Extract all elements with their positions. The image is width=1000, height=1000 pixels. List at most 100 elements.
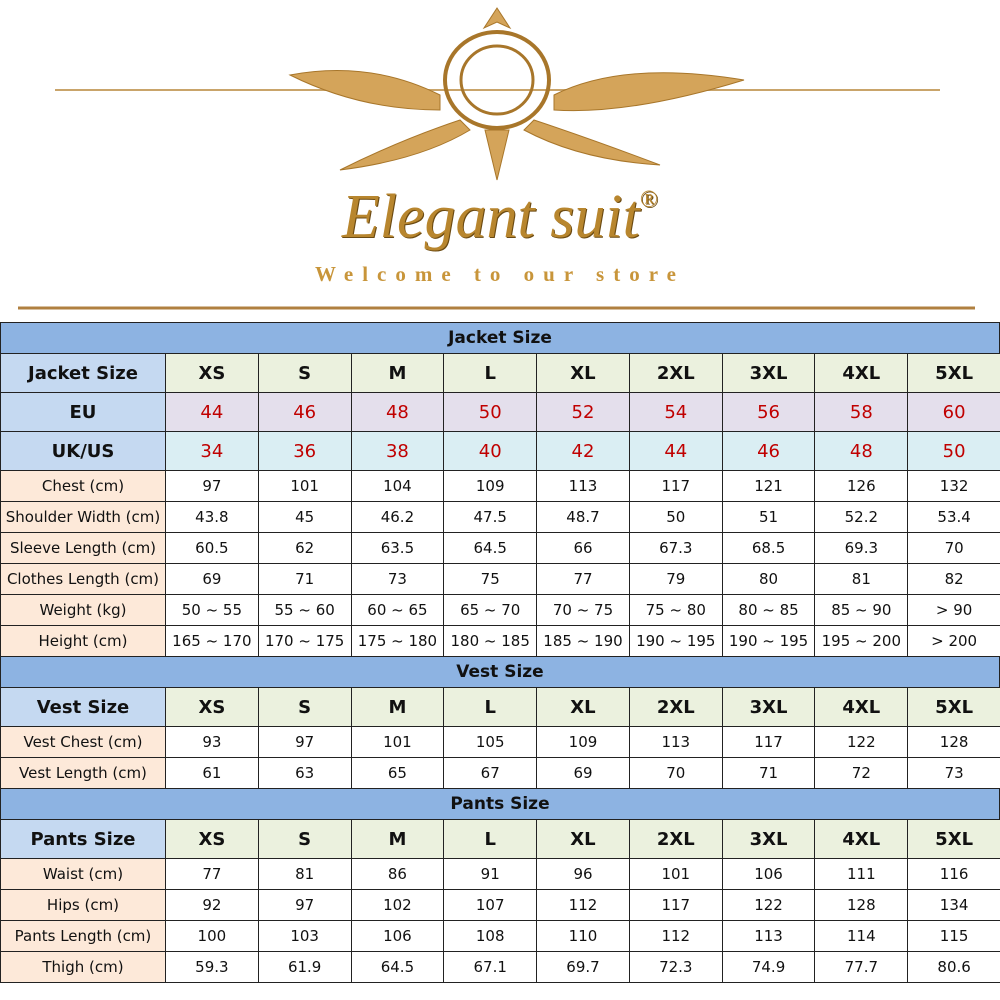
cell-value: 82 [907,563,1000,595]
cell-value: 64.5 [443,532,538,564]
cell-value: 104 [350,470,445,502]
cell-value: 42 [536,431,630,471]
cell-value: 38 [350,431,445,471]
cell-value: 55 ~ 60 [257,594,352,626]
size-header: S [257,687,352,727]
cell-value: 61.9 [257,951,352,983]
cell-value: 185 ~ 190 [536,625,630,657]
row-label: Shoulder Width (cm) [0,501,166,533]
cell-value: 113 [628,726,723,758]
size-header: 5XL [907,687,1000,727]
row-label: Clothes Length (cm) [0,563,166,595]
header-row: Pants Size XS S M L XL 2XL 3XL 4XL 5XL [0,819,1000,859]
cell-value: 80 [721,563,816,595]
header-row: Jacket Size XS S M L XL 2XL 3XL 4XL 5XL [0,353,1000,393]
row-label: Hips (cm) [0,889,166,921]
cell-value: 102 [350,889,445,921]
cell-value: 58 [814,392,909,432]
cell-value: 65 [350,757,445,789]
size-header: XS [164,353,259,393]
cell-value: 63 [257,757,352,789]
size-header: 2XL [628,819,723,859]
cell-value: 81 [814,563,909,595]
cell-value: 67.1 [443,951,538,983]
cell-value: 63.5 [350,532,445,564]
size-header: XS [164,819,259,859]
cell-value: 101 [628,858,723,890]
section-title: Jacket Size [0,322,1000,354]
section-title: Pants Size [0,788,1000,820]
row-label: Height (cm) [0,625,166,657]
cell-value: 67 [443,757,538,789]
row-label: Weight (kg) [0,594,166,626]
cell-value: 110 [536,920,630,952]
cell-value: 79 [628,563,723,595]
tagline: Welcome to our store [315,262,685,286]
cell-value: 80.6 [907,951,1000,983]
cell-value: 117 [628,889,723,921]
cell-value: 45 [257,501,352,533]
row-label: Vest Chest (cm) [0,726,166,758]
cell-value: 107 [443,889,538,921]
size-row: Sleeve Length (cm) 60.5 62 63.5 64.5 66 67.3 68… [0,532,1000,564]
cell-value: 68.5 [721,532,816,564]
cell-value: 60 ~ 65 [350,594,445,626]
cell-value: 60.5 [164,532,259,564]
row-label: Jacket Size [0,353,166,393]
size-header: XL [536,353,630,393]
size-header: XL [536,819,630,859]
size-row: Chest (cm) 97 101 104 109 113 117 121 126 132 [0,470,1000,502]
cell-value: 117 [721,726,816,758]
size-header: 3XL [721,353,816,393]
cell-value: 175 ~ 180 [350,625,445,657]
cell-value: 97 [257,889,352,921]
cell-value: 115 [907,920,1000,952]
cell-value: 71 [721,757,816,789]
row-label: Pants Length (cm) [0,920,166,952]
cell-value: 97 [257,726,352,758]
cell-value: 43.8 [164,501,259,533]
section-title-row: Jacket Size [0,322,1000,354]
cell-value: 53.4 [907,501,1000,533]
logo [18,7,975,310]
cell-value: 69 [164,563,259,595]
cell-value: 180 ~ 185 [443,625,538,657]
cell-value: 108 [443,920,538,952]
section-title-row: Pants Size [0,788,1000,820]
size-row: Pants Length (cm) 100 103 106 108 110 112 113 11… [0,920,1000,952]
cell-value: 54 [628,392,723,432]
size-row: EU 44 46 48 50 52 54 56 58 60 [0,392,1000,432]
cell-value: 46.2 [350,501,445,533]
cell-value: 46 [721,431,816,471]
cell-value: 77.7 [814,951,909,983]
size-header: 4XL [814,819,909,859]
cell-value: 126 [814,470,909,502]
cell-value: 65 ~ 70 [443,594,538,626]
cell-value: 67.3 [628,532,723,564]
row-label: Thigh (cm) [0,951,166,983]
cell-value: 72 [814,757,909,789]
size-header: L [443,353,538,393]
cell-value: 48 [350,392,445,432]
cell-value: 44 [164,392,259,432]
cell-value: 69.7 [536,951,630,983]
cell-value: 48 [814,431,909,471]
row-label: Sleeve Length (cm) [0,532,166,564]
cell-value: 69 [536,757,630,789]
cell-value: 77 [164,858,259,890]
size-header: L [443,819,538,859]
cell-value: 101 [350,726,445,758]
header-row: Vest Size XS S M L XL 2XL 3XL 4XL 5XL [0,687,1000,727]
size-row: Vest Length (cm) 61 63 65 67 69 70 71 72 73 [0,757,1000,789]
size-header: L [443,687,538,727]
size-header: 4XL [814,353,909,393]
cell-value: 52 [536,392,630,432]
cell-value: 111 [814,858,909,890]
size-row: Waist (cm) 77 81 86 91 96 101 106 111 116 [0,858,1000,890]
cell-value: 48.7 [536,501,630,533]
size-row: Thigh (cm) 59.3 61.9 64.5 67.1 69.7 72.3 74.9 77… [0,951,1000,983]
cell-value: 190 ~ 195 [721,625,816,657]
cell-value: 36 [257,431,352,471]
size-header: M [350,687,445,727]
